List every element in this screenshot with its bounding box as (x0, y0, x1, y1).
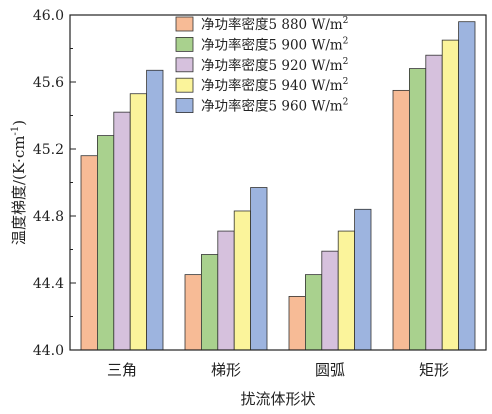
bar-3-4 (337, 230, 356, 351)
legend-label-2: 净功率密度5 900 W/m2 (201, 36, 348, 53)
y-tick-label: 45.6 (33, 75, 64, 91)
x-tick-label: 三角 (107, 361, 137, 379)
legend-label-5: 净功率密度5 960 W/m2 (201, 98, 348, 115)
bar-3-1 (288, 295, 306, 351)
bar-4-5 (458, 21, 476, 351)
legend-label-4: 净功率密度5 940 W/m2 (201, 77, 348, 94)
y-axis-title-sup: -1 (10, 126, 21, 136)
legend-swatch-2 (175, 37, 194, 52)
bar-1-5 (146, 69, 164, 351)
legend-swatch-3 (175, 57, 194, 73)
bar-2-1 (184, 274, 202, 351)
bar-3-2 (304, 274, 323, 351)
bar-4-1 (392, 89, 410, 351)
legend: 净功率密度5 880 W/m2 净功率密度5 900 W/m2 净功率密度5 920… (175, 16, 348, 115)
x-tick-label: 梯形 (211, 361, 241, 379)
legend-swatch-1 (175, 16, 194, 32)
x-axis: 三角 梯形 圆弧 矩形 (107, 361, 449, 379)
legend-swatch-5 (175, 98, 194, 113)
bar-2-2 (200, 254, 219, 351)
bar-3-3 (321, 250, 339, 351)
y-axis-title-main: 温度梯度/(K·cm (10, 136, 28, 246)
bar-3-5 (354, 208, 372, 351)
x-tick-label: 圆弧 (315, 361, 345, 379)
x-tick-label: 矩形 (419, 361, 449, 379)
bar-2-4 (233, 210, 251, 351)
bar-1-3 (113, 111, 131, 351)
y-tick-label: 44.4 (33, 276, 64, 292)
legend-swatch-4 (175, 77, 194, 93)
bar-4-2 (408, 68, 427, 351)
bar-2-3 (217, 230, 235, 351)
y-axis-title: 温度梯度/(K·cm-1) (10, 120, 28, 245)
y-axis-title-close: ) (10, 120, 28, 126)
bar-4-3 (425, 54, 443, 351)
y-axis: 44.0 44.4 44.8 45.2 45.6 46.0 (33, 8, 76, 359)
y-tick-label: 45.2 (33, 142, 64, 158)
bar-1-4 (129, 93, 147, 351)
bars-group (80, 21, 476, 351)
bar-1-2 (97, 135, 115, 351)
bar-4-4 (441, 39, 460, 351)
bar-1-1 (80, 155, 98, 351)
legend-label-1: 净功率密度5 880 W/m2 (201, 16, 348, 33)
y-tick-label: 46.0 (33, 8, 64, 24)
bar-2-5 (250, 187, 268, 351)
legend-label-3: 净功率密度5 920 W/m2 (201, 57, 348, 74)
x-axis-title: 扰流体形状 (240, 390, 315, 408)
y-tick-label: 44.8 (33, 209, 64, 225)
y-tick-label: 44.0 (33, 343, 64, 359)
